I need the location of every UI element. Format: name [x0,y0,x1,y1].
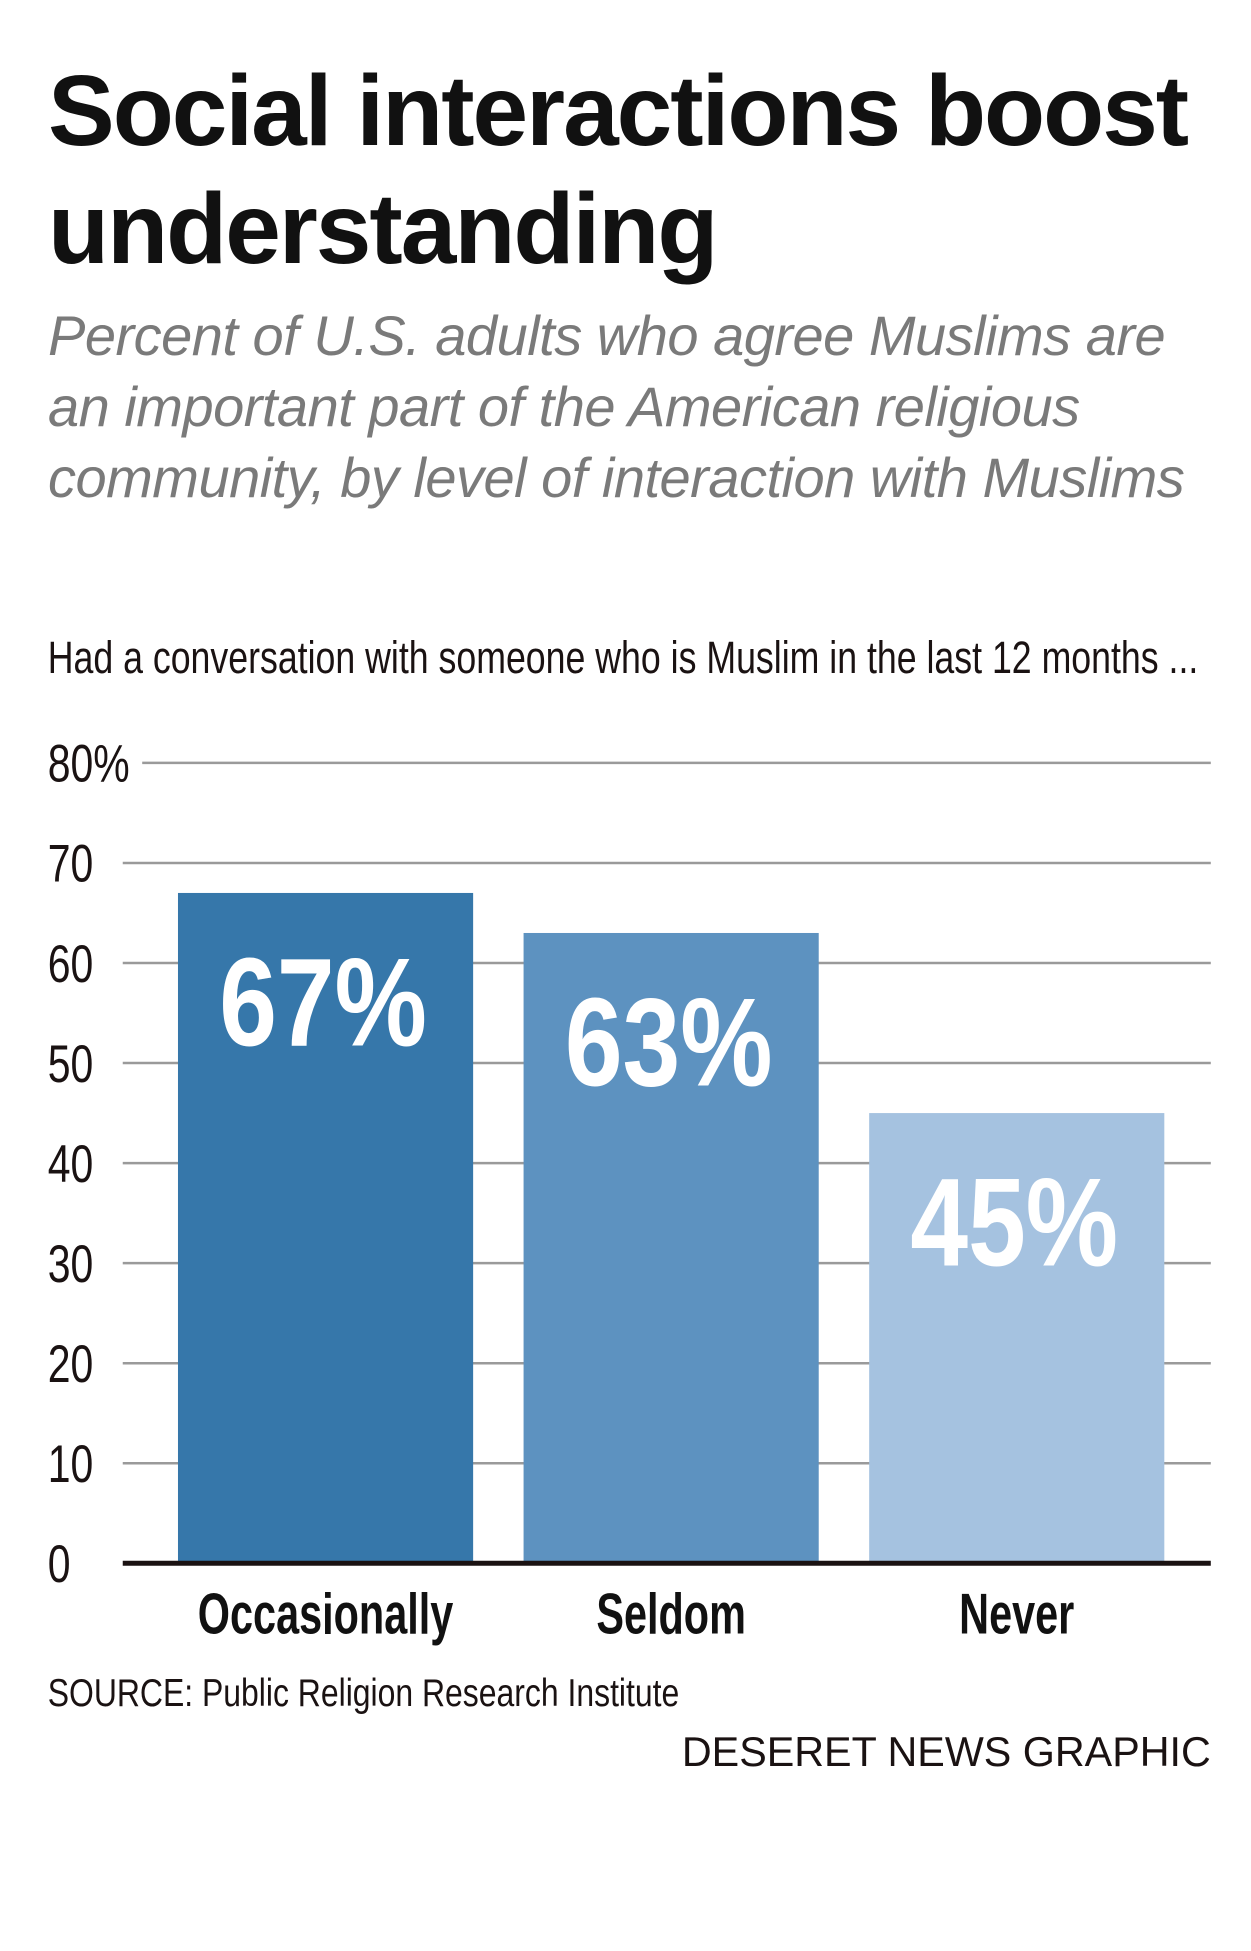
y-tick-label: 60 [48,934,94,993]
bar [177,892,474,1564]
y-tick-label: 40 [48,1134,94,1193]
y-tick-label: 0 [48,1534,71,1593]
y-tick-label: 20 [48,1334,94,1393]
bar [523,932,819,1564]
value-label: 63% [565,973,773,1113]
y-tick-label: 30 [48,1234,94,1293]
y-tick-label: 50 [48,1034,94,1093]
bar [869,1113,1165,1564]
y-tick-label: 70 [48,834,94,893]
x-axis-caption: Had a conversation with someone who is M… [48,632,1199,683]
value-label: 45% [910,1153,1118,1293]
x-tick-label: Never [959,1582,1074,1646]
chart-subtitle: Percent of U.S. adults who agree Muslims… [48,304,1185,509]
credit: DESERET NEWS GRAPHIC [682,1729,1211,1775]
chart-title: Social interactions boost understanding [48,55,1189,285]
x-tick-label: Occasionally [198,1582,454,1646]
x-tick-label: Seldom [596,1582,746,1646]
value-label: 67% [219,933,427,1073]
source: SOURCE: Public Religion Research Institu… [48,1672,680,1715]
y-tick-label: 10 [48,1434,94,1493]
y-tick-label: 80% [48,734,130,793]
